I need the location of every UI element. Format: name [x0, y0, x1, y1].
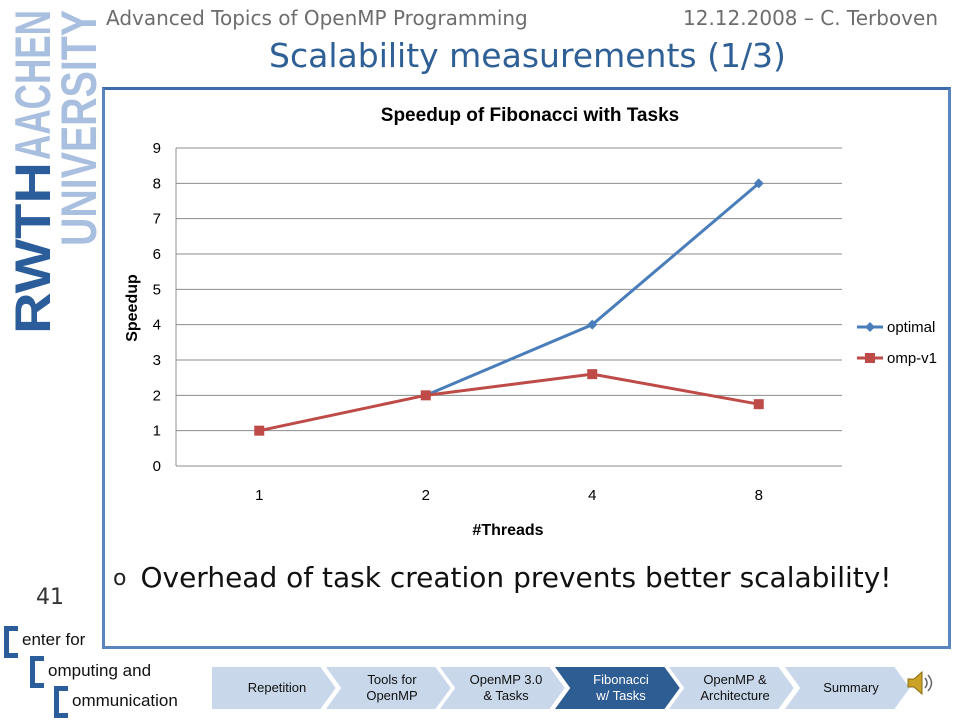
series-line-omp-v1: [258, 372, 760, 433]
nav-chevron-shape: [551, 665, 683, 711]
x-tick-label: 8: [755, 487, 763, 504]
legend-label-optimal: optimal: [887, 319, 935, 336]
x-tick-label: 2: [422, 487, 430, 504]
legend-marker-optimal: [865, 322, 875, 332]
chart-title: Speedup of Fibonacci with Tasks: [381, 105, 679, 126]
course-title: Advanced Topics of OpenMP Programming: [106, 6, 528, 30]
nav-item-6[interactable]: Summary: [781, 664, 913, 712]
logo-aachen-text: AACHEN: [6, 10, 61, 160]
chart-legend: optimal omp-v1: [857, 319, 937, 367]
nav-chevron-shape: [322, 665, 454, 711]
speaker-icon[interactable]: [905, 668, 935, 698]
ccc-line1: enter for: [22, 630, 86, 649]
nav-chevron-shape: [210, 665, 339, 711]
x-tick-label: 4: [588, 487, 596, 504]
nav-item-2[interactable]: Tools for OpenMP: [322, 664, 454, 712]
slide-content-frame: [102, 87, 951, 649]
nav-item-1[interactable]: Repetition: [207, 664, 339, 712]
bullet-marker: o: [113, 566, 127, 591]
nav-item-5[interactable]: OpenMP & Architecture: [665, 664, 797, 712]
data-point-optimal: [587, 319, 598, 330]
ccc-line3: ommunication: [72, 691, 178, 710]
y-tick-label: 2: [153, 387, 161, 404]
data-point-omp-v1: [254, 425, 265, 436]
speedup-chart: Speedup of Fibonacci with Tasks 0 1 2 3 4 5 6 7…: [124, 105, 937, 539]
ccc-logo: enter for omputing and ommunication: [4, 626, 178, 718]
c-bracket-icon: [4, 626, 68, 718]
data-point-omp-v1: [753, 399, 764, 410]
data-point-omp-v1: [587, 369, 598, 380]
date-author: 12.12.2008 – C. Terboven: [683, 6, 938, 30]
nav-item-3[interactable]: OpenMP 3.0 & Tasks: [436, 664, 568, 712]
x-tick-label: 1: [255, 487, 263, 504]
y-tick-label: 9: [153, 140, 161, 157]
bullet-text: Overhead of task creation prevents bette…: [140, 561, 892, 594]
y-tick-label: 5: [153, 281, 161, 298]
data-point-optimal: [753, 178, 764, 189]
nav-item-label: OpenMP & Architecture: [700, 672, 770, 703]
rwth-aachen-university-logo: RWTH AACHEN UNIVERSITY: [6, 10, 98, 334]
nav-item-label: Repetition: [247, 680, 307, 695]
nav-item-4[interactable]: Fibonacci w/ Tasks: [551, 664, 683, 712]
y-tick-label: 0: [153, 458, 161, 475]
legend-label-omp-v1: omp-v1: [887, 350, 937, 367]
slide-title: Scalability measurements (1/3): [269, 36, 786, 75]
y-tick-label: 1: [153, 423, 161, 440]
y-tick-label: 7: [153, 211, 161, 228]
logo-rwth-text: RWTH: [6, 162, 61, 334]
nav-item-label: OpenMP 3.0 & Tasks: [469, 672, 543, 703]
logo-university-text: UNIVERSITY: [51, 10, 98, 246]
y-tick-label: 8: [153, 175, 161, 192]
y-tick-label: 6: [153, 246, 161, 263]
legend-marker-omp-v1: [865, 353, 875, 363]
nav-chevron-shape: [781, 665, 913, 711]
nav-chevron-shape: [665, 665, 797, 711]
nav-item-label: Tools for OpenMP: [366, 672, 418, 703]
x-axis-label: #Threads: [472, 522, 543, 539]
data-point-omp-v1: [420, 390, 431, 401]
nav-item-label: Summary: [823, 680, 879, 695]
ccc-line2: omputing and: [48, 661, 151, 680]
nav-item-label: Fibonacci w/ Tasks: [593, 672, 649, 703]
bullet-point: o Overhead of task creation prevents bett…: [113, 561, 892, 594]
y-tick-label: 4: [153, 317, 161, 334]
page-number: 41: [36, 585, 64, 610]
y-axis-label: Speedup: [124, 274, 141, 342]
nav-chevron-shape: [436, 665, 568, 711]
y-tick-label: 3: [153, 352, 161, 369]
